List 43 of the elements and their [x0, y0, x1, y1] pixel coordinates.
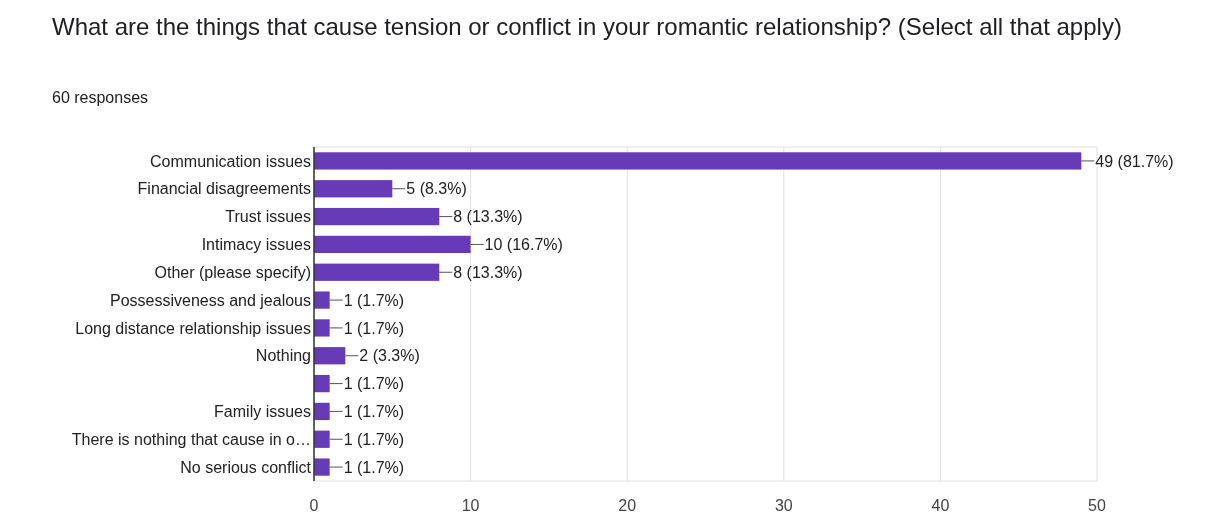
bar: [314, 374, 330, 393]
data-label: 49 (81.7%): [1095, 152, 1174, 170]
bar: [314, 152, 1082, 170]
bar: [314, 347, 346, 365]
y-tick-label: Financial disagreements: [137, 180, 311, 198]
bar: [314, 180, 393, 198]
x-tick-label: 40: [931, 496, 950, 513]
bar: [314, 319, 330, 337]
x-tick-label: 0: [309, 496, 319, 513]
bar: [314, 207, 440, 226]
y-tick-label: Intimacy issues: [201, 236, 311, 254]
y-tick-label: Possessiveness and jealous: [109, 291, 311, 309]
y-tick-label: There is nothing that cause in o…: [71, 430, 311, 448]
y-tick-label: Communication issues: [150, 152, 311, 170]
y-tick-label: Long distance relationship issues: [75, 319, 311, 337]
data-label: 8 (13.3%): [453, 208, 523, 226]
data-label: 1 (1.7%): [343, 458, 405, 476]
y-tick-label: Family issues: [214, 403, 311, 421]
data-label: 2 (3.3%): [359, 347, 420, 365]
chart-title: What are the things that cause tension or conflict in your romantic relationship? (Select all that apply): [52, 12, 1123, 42]
data-label: 1 (1.7%): [343, 430, 405, 448]
bar: [314, 402, 330, 421]
y-tick-label: No serious conflict: [180, 458, 312, 476]
y-tick-label: Other (please specify): [154, 263, 311, 281]
data-label: 1 (1.7%): [343, 319, 405, 337]
data-label: 10 (16.7%): [484, 236, 563, 254]
x-tick-label: 30: [774, 496, 793, 513]
data-label: 1 (1.7%): [343, 375, 405, 393]
text: 60 responses: [52, 89, 149, 107]
data-label: 1 (1.7%): [343, 291, 405, 309]
bar: [314, 263, 440, 281]
x-tick-label: 10: [461, 496, 480, 513]
y-tick-label: Trust issues: [225, 208, 311, 226]
data-label: 8 (13.3%): [453, 263, 523, 281]
data-label: 5 (8.3%): [406, 180, 467, 198]
y-tick-label: Nothing: [255, 347, 311, 365]
bar: [314, 291, 330, 309]
x-tick-label: 50: [1088, 496, 1106, 513]
data-label: 1 (1.7%): [343, 403, 405, 421]
bar: [314, 458, 330, 476]
bar: [314, 430, 330, 448]
x-tick-label: 20: [618, 496, 637, 513]
bar: [314, 235, 471, 254]
